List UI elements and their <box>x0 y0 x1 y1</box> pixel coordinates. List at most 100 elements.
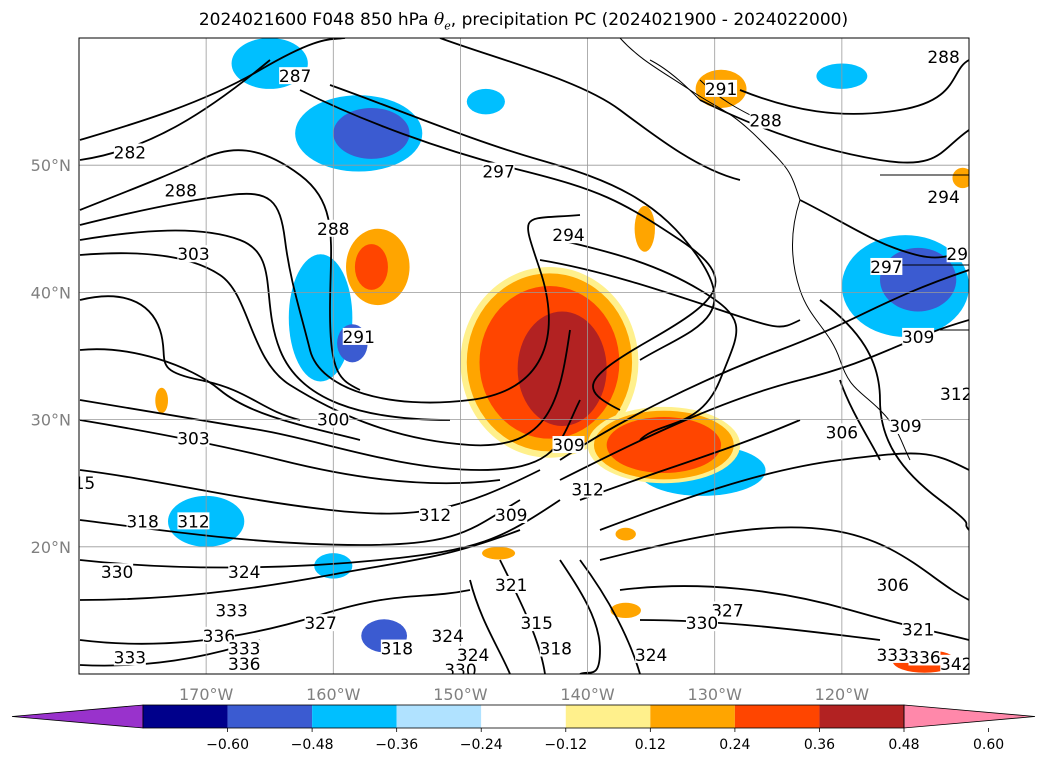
contour-line <box>79 295 301 421</box>
contour-label-bg <box>228 654 261 672</box>
colorbar-swatch <box>143 705 228 728</box>
contour-label: 287 <box>279 67 311 87</box>
contour-label: 309 <box>889 417 921 437</box>
graticule <box>79 38 969 674</box>
colorbar-extend-high <box>903 704 1036 729</box>
precip-patch-neg-3 <box>288 254 353 382</box>
contour-line <box>79 348 361 441</box>
contour-label: 300 <box>317 411 349 431</box>
colorbar-swatch <box>734 705 820 728</box>
lat-tick-label: 40°N <box>31 283 71 302</box>
contour-line <box>559 559 601 674</box>
contour-line <box>559 269 969 461</box>
contour-label: 318 <box>126 512 158 532</box>
contour-label-bg <box>902 327 935 345</box>
contour-label-bg <box>177 245 210 263</box>
contour-label: 342 <box>940 655 972 675</box>
contour-label: 288 <box>164 182 196 202</box>
contour-label-bg <box>342 327 375 345</box>
contour-label-bg <box>177 429 210 447</box>
contour-label: 294 <box>946 245 978 265</box>
colorbar-swatch <box>481 705 566 728</box>
contour-label-bg <box>126 512 159 530</box>
lon-tick-label: 160°W <box>306 685 361 704</box>
contour-label: 324 <box>228 563 260 583</box>
precip-shading <box>155 38 969 673</box>
colorbar-tick-label: 0.12 <box>635 737 666 753</box>
contour-label-bg <box>482 162 515 180</box>
contour-label-bg <box>940 385 969 403</box>
contour-label-bg <box>539 639 572 657</box>
colorbar-swatch <box>565 705 651 728</box>
contour-label: 318 <box>381 640 413 660</box>
contour-label: 327 <box>304 614 336 634</box>
contour-label-bg <box>902 620 935 638</box>
contour-label-bg <box>711 601 744 619</box>
contour-label-bg <box>940 654 969 672</box>
contour-label: 303 <box>177 430 209 450</box>
contour-label-bg <box>635 645 668 663</box>
contour-label-bg <box>215 601 248 619</box>
contour-label-bg <box>419 506 451 523</box>
contour-label-bg <box>228 563 261 581</box>
colorbar-tick-label: −0.36 <box>375 737 418 753</box>
contour-line <box>739 59 969 115</box>
contour-line <box>559 239 738 441</box>
colorbar-frame <box>142 704 905 729</box>
contour-label-bg <box>113 648 146 666</box>
contour-line <box>329 84 716 361</box>
contour-label: 333 <box>215 601 247 621</box>
contour-label-bg <box>552 226 585 244</box>
contour-line <box>639 619 881 641</box>
contour-label: 291 <box>342 328 374 348</box>
colorbar-tick-label: 0.24 <box>719 737 750 753</box>
contour-label: 303 <box>177 245 209 265</box>
contour-line <box>439 38 741 181</box>
contour-label-bg <box>889 416 922 434</box>
contour-label-bg <box>113 143 146 161</box>
precip-patch-neg-4 <box>333 107 410 159</box>
contour-label-bg <box>431 626 464 644</box>
colorbar-swatch <box>227 705 313 728</box>
colorbar-tick-label: −0.48 <box>291 737 334 753</box>
contour-line <box>599 452 969 531</box>
contour-label: 315 <box>520 614 552 634</box>
precip-patch-pos-2 <box>634 205 655 252</box>
contour-label-bg <box>749 111 782 129</box>
colorbar-swatch <box>312 705 397 728</box>
contour-line <box>299 89 717 411</box>
contour-label: 294 <box>927 188 959 208</box>
contour-line <box>699 99 969 164</box>
colorbar-swatch <box>819 705 904 728</box>
contour-label: 288 <box>927 48 959 68</box>
precip-patch-pos-2 <box>155 387 168 414</box>
map-panel: 282 287 288 303 288 291 297 294 300 303 309 312 312 3… <box>79 38 978 675</box>
contour-label: 327 <box>711 601 743 621</box>
contour-label: 321 <box>902 620 934 640</box>
colorbar-tick-label: 0.36 <box>804 737 835 753</box>
contour-label-bg <box>304 614 337 632</box>
contour-label: 309 <box>552 436 584 456</box>
contour-label: 324 <box>431 627 463 647</box>
contour-line <box>79 38 346 141</box>
colorbar-tick-label: −0.12 <box>544 737 587 753</box>
contour-label: 294 <box>552 226 584 246</box>
colorbar-tick-label: 0.48 <box>888 737 919 753</box>
contour-label-bg <box>571 480 604 498</box>
contour-label-bg <box>520 614 553 632</box>
contour-label-bg <box>686 614 718 632</box>
contour-label: 318 <box>540 640 572 660</box>
coastline <box>649 59 701 101</box>
contour-label: 321 <box>495 576 527 596</box>
contour-label-bg <box>380 639 413 657</box>
contour-label-bg <box>552 436 585 454</box>
contour-label: 306 <box>876 576 908 596</box>
contour-label: 312 <box>177 512 209 532</box>
map-frame <box>78 37 970 675</box>
contour-label: 297 <box>482 163 514 183</box>
contour-line <box>79 59 271 161</box>
contour-line <box>79 399 581 471</box>
contour-line <box>79 229 451 421</box>
contour-label-bg <box>177 512 210 530</box>
axis-ticks: 170°W 160°W 150°W 140°W 130°W 120°W 20°N 30°N 40… <box>31 156 870 704</box>
